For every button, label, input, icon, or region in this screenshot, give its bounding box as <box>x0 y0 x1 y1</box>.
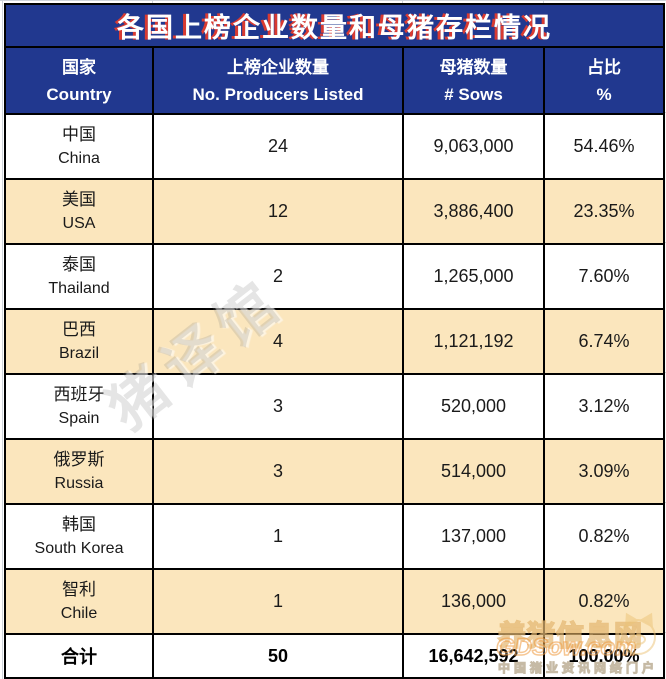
country-cn: 韩国 <box>62 515 96 534</box>
header-row: 国家 Country 上榜企业数量 No. Producers Listed 母… <box>4 46 665 115</box>
sows-cell: 514,000 <box>402 438 545 505</box>
header-share-en: % <box>596 84 612 104</box>
header-producers-en: No. Producers Listed <box>192 84 364 104</box>
producers-cell: 4 <box>152 308 404 375</box>
total-row: 合计 50 16,642,592 100.00% <box>4 633 665 679</box>
producers-cell: 24 <box>152 113 404 180</box>
share-cell: 6.74% <box>543 308 665 375</box>
gridline <box>0 0 666 1</box>
total-sows: 16,642,592 <box>402 633 545 679</box>
country-en: South Korea <box>34 540 124 557</box>
gridline <box>2 0 3 679</box>
gridline <box>663 632 666 633</box>
country-cell: 俄罗斯 Russia <box>4 438 154 505</box>
producers-cell: 1 <box>152 568 404 635</box>
country-cn: 中国 <box>62 125 96 144</box>
country-cell: 巴西 Brazil <box>4 308 154 375</box>
total-label: 合计 <box>4 633 154 679</box>
header-sows-cn: 母猪数量 <box>439 57 508 77</box>
share-cell: 0.82% <box>543 568 665 635</box>
page-title: 各国上榜企业数量和母猪存栏情况 <box>4 3 665 48</box>
table-row-usa: 美国 USA 12 3,886,400 23.35% <box>4 178 665 245</box>
gridline <box>152 0 153 3</box>
country-en: China <box>58 150 100 167</box>
country-cell: 美国 USA <box>4 178 154 245</box>
sows-cell: 137,000 <box>402 503 545 570</box>
producers-cell: 12 <box>152 178 404 245</box>
gridline <box>543 677 544 679</box>
country-cell: 泰国 Thailand <box>4 243 154 310</box>
country-en: Spain <box>58 410 100 427</box>
share-cell: 3.09% <box>543 438 665 505</box>
gridline <box>663 372 666 373</box>
country-cell: 中国 China <box>4 113 154 180</box>
sows-cell: 1,121,192 <box>402 308 545 375</box>
table-row-south-korea: 韩国 South Korea 1 137,000 0.82% <box>4 503 665 570</box>
header-cell-producers: 上榜企业数量 No. Producers Listed <box>152 46 404 115</box>
country-en: Russia <box>54 475 104 492</box>
gridline <box>402 677 403 679</box>
country-cn: 巴西 <box>62 320 96 339</box>
header-cell-country: 国家 Country <box>4 46 154 115</box>
title-row: 各国上榜企业数量和母猪存栏情况 <box>4 3 665 48</box>
table-row-china: 中国 China 24 9,063,000 54.46% <box>4 113 665 180</box>
country-en: Brazil <box>58 345 99 362</box>
country-en: USA <box>62 215 96 232</box>
sows-cell: 1,265,000 <box>402 243 545 310</box>
gridline <box>543 0 544 3</box>
producers-cell: 3 <box>152 438 404 505</box>
producers-cell: 3 <box>152 373 404 440</box>
sows-cell: 520,000 <box>402 373 545 440</box>
table-row-chile: 智利 Chile 1 136,000 0.82% <box>4 568 665 635</box>
header-cell-sows: 母猪数量 # Sows <box>402 46 545 115</box>
country-cn: 美国 <box>62 190 96 209</box>
table-row-brazil: 巴西 Brazil 4 1,121,192 6.74% <box>4 308 665 375</box>
country-cn: 西班牙 <box>53 385 105 404</box>
producers-cell: 1 <box>152 503 404 570</box>
sows-cell: 3,886,400 <box>402 178 545 245</box>
country-cell: 西班牙 Spain <box>4 373 154 440</box>
total-producers: 50 <box>152 633 404 679</box>
country-cn: 泰国 <box>62 255 96 274</box>
producers-cell: 2 <box>152 243 404 310</box>
country-en: Chile <box>60 605 98 622</box>
share-cell: 7.60% <box>543 243 665 310</box>
country-cn: 俄罗斯 <box>53 450 105 469</box>
header-producers-cn: 上榜企业数量 <box>227 57 329 77</box>
gridline <box>663 242 666 243</box>
table-row-russia: 俄罗斯 Russia 3 514,000 3.09% <box>4 438 665 505</box>
header-share-cn: 占比 <box>587 57 621 77</box>
country-sows-table: 各国上榜企业数量和母猪存栏情况 国家 Country 上榜企业数量 No. Pr… <box>4 3 665 679</box>
gridline <box>152 677 153 679</box>
country-en: Thailand <box>48 280 110 297</box>
share-cell: 0.82% <box>543 503 665 570</box>
share-cell: 3.12% <box>543 373 665 440</box>
gridline <box>402 0 403 3</box>
header-sows-en: # Sows <box>444 84 503 104</box>
header-country-en: Country <box>46 84 112 104</box>
gridline <box>663 112 666 113</box>
sows-cell: 9,063,000 <box>402 113 545 180</box>
total-share: 100.00% <box>543 633 665 679</box>
header-cell-share: 占比 % <box>543 46 665 115</box>
gridline <box>663 502 666 503</box>
country-cn: 智利 <box>62 580 96 599</box>
table-row-spain: 西班牙 Spain 3 520,000 3.12% <box>4 373 665 440</box>
share-cell: 23.35% <box>543 178 665 245</box>
table-row-thailand: 泰国 Thailand 2 1,265,000 7.60% <box>4 243 665 310</box>
share-cell: 54.46% <box>543 113 665 180</box>
country-cell: 智利 Chile <box>4 568 154 635</box>
sows-cell: 136,000 <box>402 568 545 635</box>
country-cell: 韩国 South Korea <box>4 503 154 570</box>
header-country-cn: 国家 <box>62 57 96 77</box>
